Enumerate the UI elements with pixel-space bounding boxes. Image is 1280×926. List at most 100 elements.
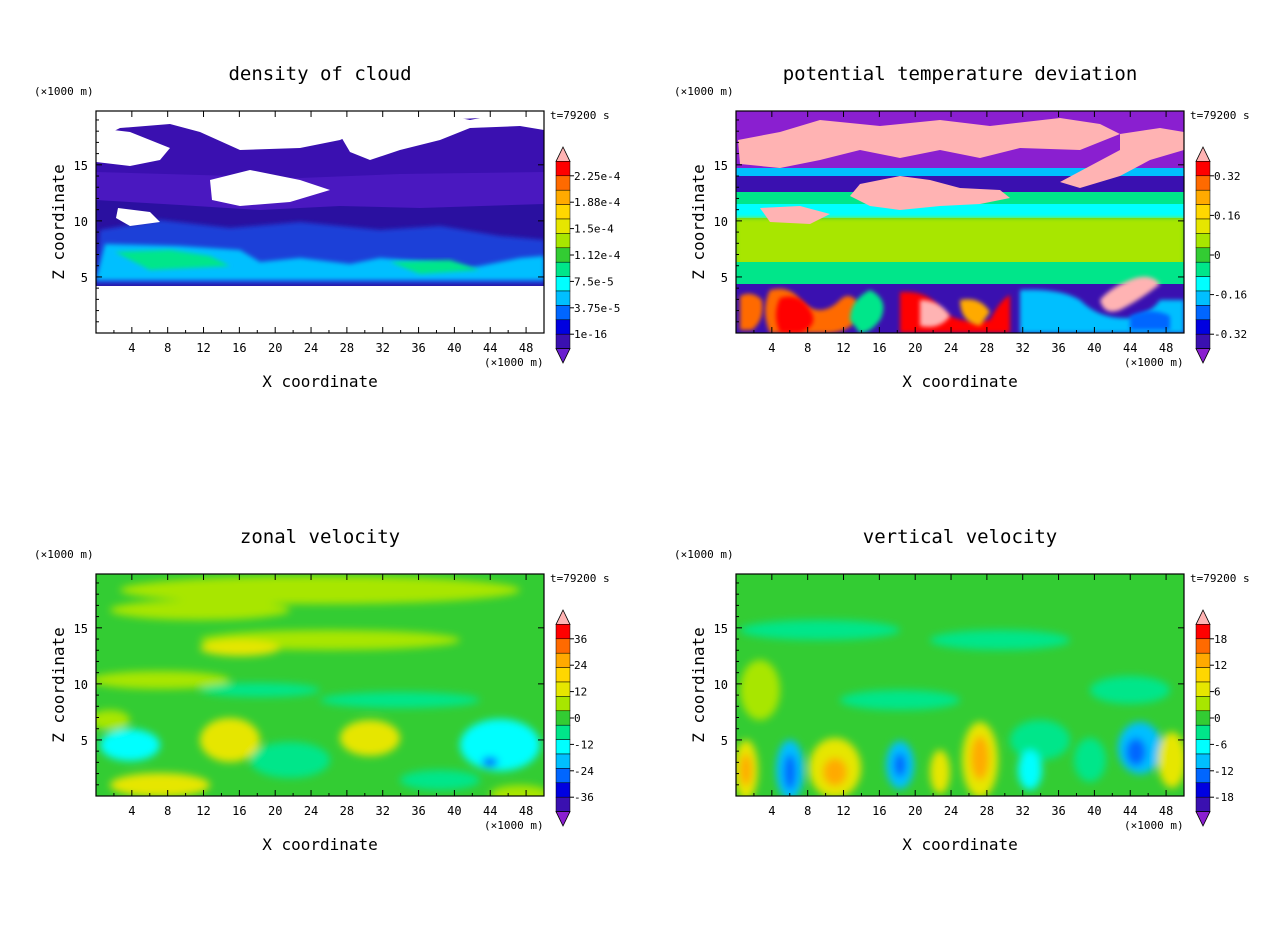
x-tick-label: 48	[519, 341, 533, 355]
plot-frame	[95, 110, 545, 334]
colorbar-segment	[1195, 739, 1211, 755]
colorbar-label: 1.88e-4	[574, 196, 621, 209]
colorbar-segment	[1195, 638, 1211, 654]
time-label: t=79200 s	[550, 572, 610, 585]
colorbar-segment	[555, 624, 571, 640]
colorbar-segment	[1195, 624, 1211, 640]
colorbar-cap-bottom	[555, 348, 571, 364]
x-unit-label: (×1000 m)	[1124, 356, 1184, 369]
y-tick-label: 10	[74, 215, 88, 229]
colorbar-segment	[555, 161, 571, 177]
colorbar-cap-bottom	[1195, 811, 1211, 827]
colorbar-segment	[1195, 175, 1211, 191]
x-unit-label: (×1000 m)	[484, 356, 544, 369]
y-tick-label: 5	[81, 271, 88, 285]
x-tick-label: 20	[908, 804, 922, 818]
colorbar-segment	[555, 739, 571, 755]
colorbar-segment	[555, 204, 571, 220]
x-tick-label: 16	[232, 341, 246, 355]
x-tick-label: 40	[1087, 804, 1101, 818]
time-label: t=79200 s	[550, 109, 610, 122]
plot-frame	[735, 573, 1185, 797]
colorbar-segment	[1195, 667, 1211, 683]
plot-frame	[735, 110, 1185, 334]
colorbar-segment	[555, 218, 571, 234]
colorbar-segment	[1195, 710, 1211, 726]
colorbar-segment	[1195, 276, 1211, 292]
x-tick-label: 48	[1159, 804, 1173, 818]
colorbar-label: 0.32	[1214, 170, 1241, 183]
y-axis-label: Z coordinate	[49, 164, 68, 280]
x-tick-label: 28	[980, 341, 994, 355]
colorbar-label: -0.32	[1214, 328, 1247, 341]
panel-title: density of cloud	[228, 63, 411, 85]
x-tick-label: 48	[1159, 341, 1173, 355]
colorbar-cap-bottom	[555, 811, 571, 827]
x-tick-label: 44	[483, 341, 497, 355]
colorbar-segment	[1195, 333, 1211, 349]
x-tick-label: 4	[768, 341, 775, 355]
x-tick-label: 28	[340, 341, 354, 355]
x-ticks: 4 8 12 16 20 24 28 32 36 40 44 48	[113, 574, 533, 818]
colorbar-label: 0.16	[1214, 209, 1241, 222]
colorbar-label: 6	[1214, 686, 1221, 699]
colorbar-segment	[1195, 218, 1211, 234]
colorbar-label: 12	[1214, 659, 1227, 672]
colorbar-label: 1.5e-4	[574, 223, 614, 236]
panel-title: potential temperature deviation	[783, 63, 1138, 85]
colorbar-segment	[1195, 753, 1211, 769]
colorbar-segment	[1195, 319, 1211, 335]
colorbar-label: -12	[574, 738, 594, 751]
colorbar-label: 0	[1214, 249, 1221, 262]
x-tick-label: 4	[128, 804, 135, 818]
colorbar-segment	[1195, 696, 1211, 712]
colorbar-label: 3.75e-5	[574, 302, 620, 315]
x-tick-label: 40	[447, 804, 461, 818]
x-tick-label: 16	[872, 341, 886, 355]
x-tick-label: 16	[872, 804, 886, 818]
x-tick-label: 32	[375, 341, 389, 355]
x-ticks: 4 8 12 16 20 24 28 32 36 40 44 48	[113, 111, 533, 355]
colorbar-cap-top	[1195, 146, 1211, 162]
colorbar-segment	[555, 652, 571, 668]
colorbar-segment	[1195, 290, 1211, 306]
x-tick-label: 32	[1015, 341, 1029, 355]
colorbar-segment	[1195, 204, 1211, 220]
colorbar-segment	[1195, 189, 1211, 205]
y-tick-label: 15	[74, 159, 88, 173]
x-tick-label: 12	[196, 804, 210, 818]
colorbar-label: -36	[574, 791, 594, 804]
x-tick-label: 40	[447, 341, 461, 355]
x-tick-label: 12	[196, 341, 210, 355]
colorbar: 18 12 6 0 -6 -12 -18	[1195, 609, 1234, 827]
x-tick-label: 4	[128, 341, 135, 355]
colorbar-cap-top	[555, 609, 571, 625]
colorbar: 2.25e-4 1.88e-4 1.5e-4 1.12e-4 7.5e-5 3.75e-5…	[555, 146, 621, 364]
panel-title: zonal velocity	[240, 526, 400, 548]
colorbar: 36 24 12 0 -12 -24 -36	[555, 609, 594, 827]
colorbar-segment	[555, 724, 571, 740]
colorbar-segment	[555, 305, 571, 321]
panel-title: vertical velocity	[863, 526, 1057, 548]
colorbar-label: -12	[1214, 765, 1234, 778]
colorbar-label: -24	[574, 765, 594, 778]
colorbar-cap-bottom	[1195, 348, 1211, 364]
x-tick-label: 24	[944, 804, 958, 818]
colorbar-label: -18	[1214, 791, 1234, 804]
x-tick-label: 36	[411, 804, 425, 818]
y-ticks: 5 10 15	[714, 582, 1184, 786]
colorbar-label: -6	[1214, 738, 1227, 751]
plot-frame	[95, 573, 545, 797]
colorbar-segment	[1195, 161, 1211, 177]
x-tick-label: 20	[908, 341, 922, 355]
y-tick-label: 15	[714, 159, 728, 173]
x-tick-label: 48	[519, 804, 533, 818]
y-unit-label: (×1000 m)	[34, 85, 94, 98]
x-tick-label: 4	[768, 804, 775, 818]
colorbar-segment	[555, 189, 571, 205]
y-unit-label: (×1000 m)	[674, 85, 734, 98]
colorbar-label: 18	[1214, 633, 1227, 646]
colorbar-label: 7.5e-5	[574, 275, 614, 288]
